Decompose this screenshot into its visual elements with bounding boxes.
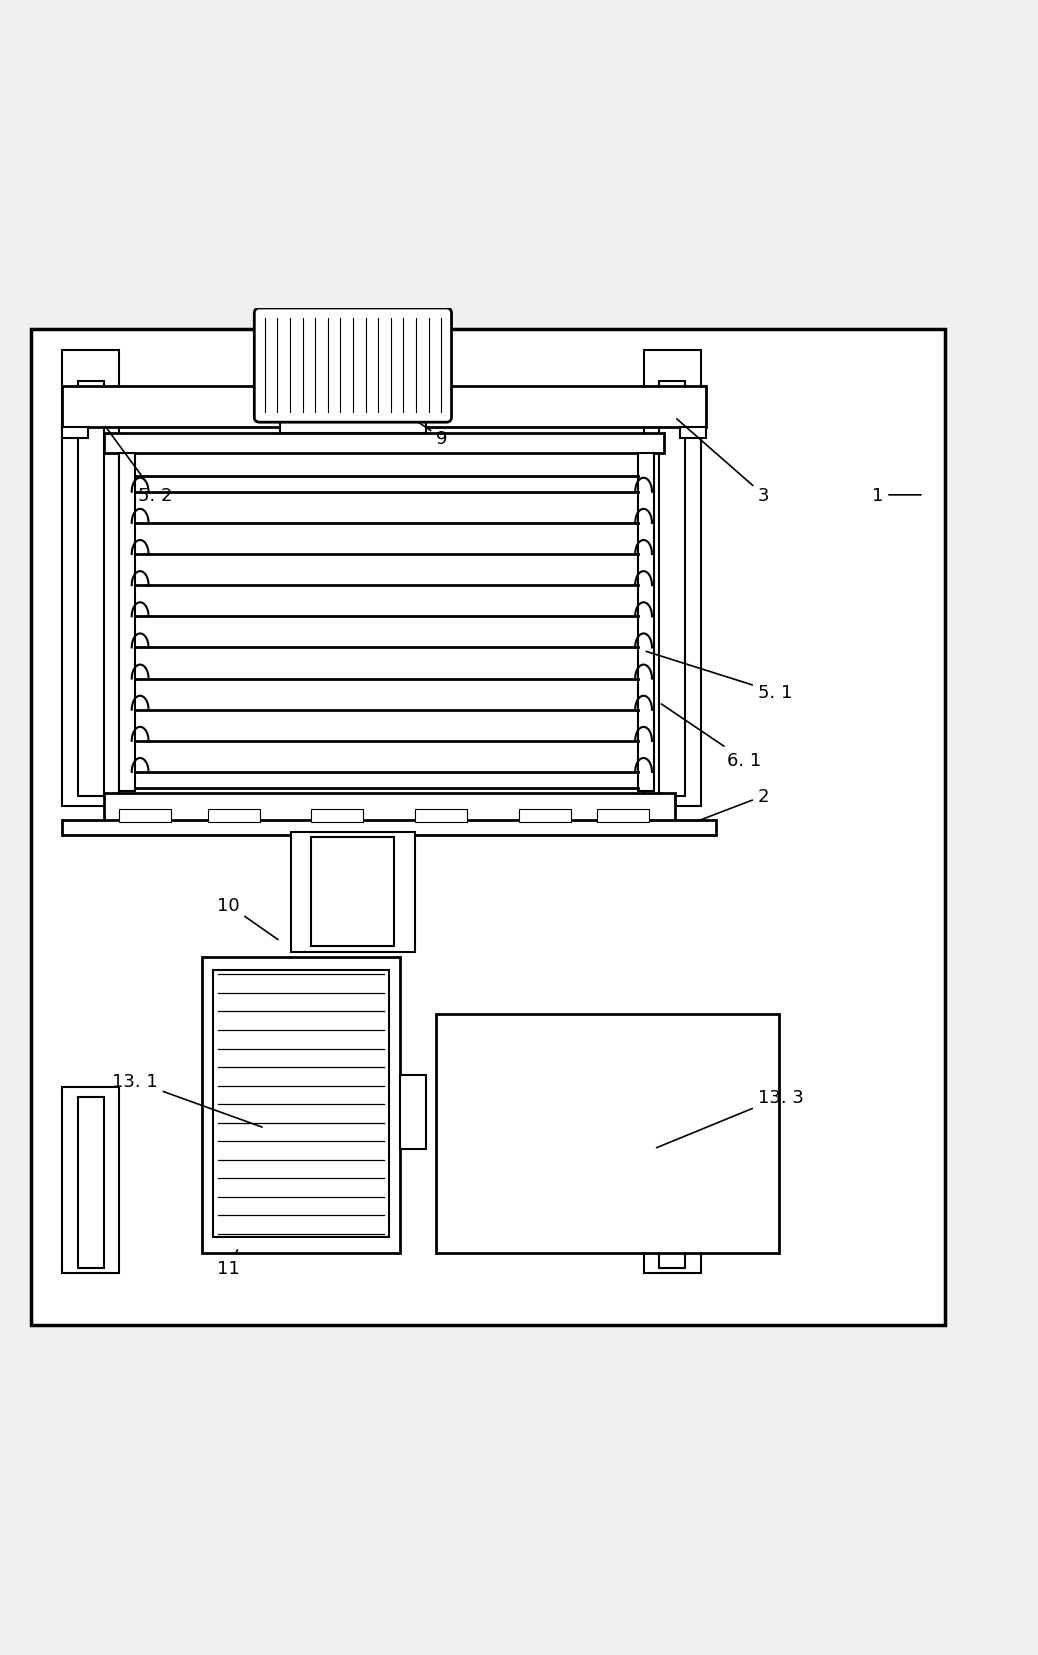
Text: 11: 11 [217,1250,240,1278]
Text: 13. 1: 13. 1 [112,1072,262,1127]
FancyBboxPatch shape [202,957,400,1253]
FancyBboxPatch shape [291,832,415,952]
FancyBboxPatch shape [62,821,716,836]
FancyBboxPatch shape [280,412,426,434]
FancyBboxPatch shape [119,453,135,791]
FancyBboxPatch shape [311,837,394,947]
Text: 6. 1: 6. 1 [661,705,761,770]
Text: 9: 9 [334,367,447,447]
Text: 1: 1 [872,487,921,505]
FancyBboxPatch shape [78,381,104,796]
Text: 5. 1: 5. 1 [647,652,792,702]
FancyBboxPatch shape [680,429,706,439]
Text: 10: 10 [217,897,278,940]
FancyBboxPatch shape [31,329,945,1326]
FancyBboxPatch shape [254,309,452,424]
FancyBboxPatch shape [415,809,467,823]
FancyBboxPatch shape [659,1097,685,1268]
FancyBboxPatch shape [213,970,389,1238]
FancyBboxPatch shape [104,793,675,823]
FancyBboxPatch shape [62,429,88,439]
FancyBboxPatch shape [78,1097,104,1268]
Text: 13. 3: 13. 3 [656,1089,803,1149]
FancyBboxPatch shape [644,351,701,806]
FancyBboxPatch shape [119,809,171,823]
FancyBboxPatch shape [62,387,706,429]
FancyBboxPatch shape [400,1076,426,1149]
FancyBboxPatch shape [659,381,685,796]
FancyBboxPatch shape [104,434,664,453]
FancyBboxPatch shape [62,351,119,806]
Text: 5. 2: 5. 2 [106,427,173,505]
FancyBboxPatch shape [62,1087,119,1274]
Text: 3: 3 [677,420,769,505]
FancyBboxPatch shape [311,809,363,823]
Text: 2: 2 [698,788,769,821]
FancyBboxPatch shape [638,453,654,791]
FancyBboxPatch shape [208,809,260,823]
FancyBboxPatch shape [519,809,571,823]
FancyBboxPatch shape [597,809,649,823]
FancyBboxPatch shape [644,1087,701,1274]
FancyBboxPatch shape [436,1015,778,1253]
